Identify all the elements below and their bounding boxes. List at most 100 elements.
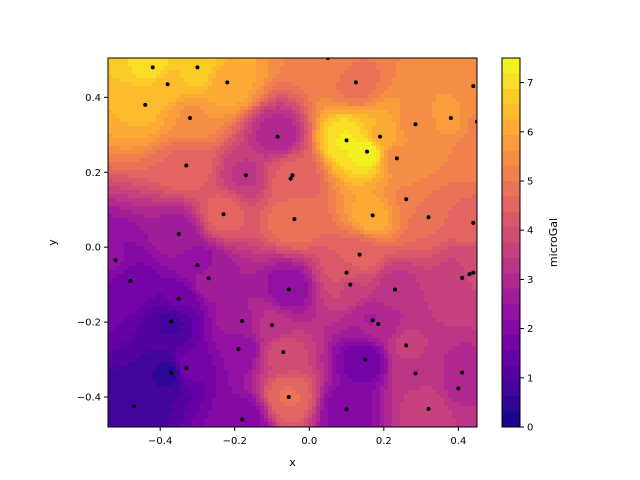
contour-cell	[464, 78, 469, 83]
contour-cell	[404, 210, 409, 215]
contour-cell	[288, 166, 293, 171]
contour-cell	[340, 138, 345, 143]
contour-cell	[308, 198, 313, 203]
contour-cell	[316, 266, 321, 271]
contour-cell	[340, 190, 345, 195]
contour-cell	[472, 66, 477, 71]
contour-cell	[200, 258, 205, 263]
contour-cell	[440, 246, 445, 251]
contour-cell	[124, 214, 129, 219]
contour-cell	[152, 174, 157, 179]
contour-cell	[172, 130, 177, 135]
contour-cell	[300, 210, 305, 215]
contour-cell	[220, 178, 225, 183]
contour-cell	[112, 150, 117, 155]
contour-cell	[156, 162, 161, 167]
contour-cell	[444, 70, 449, 75]
contour-cell	[168, 190, 173, 195]
contour-cell	[232, 258, 237, 263]
contour-cell	[212, 90, 217, 95]
contour-cell	[260, 138, 265, 143]
contour-cell	[196, 58, 201, 63]
contour-cell	[428, 190, 433, 195]
contour-cell	[196, 98, 201, 103]
contour-cell	[404, 98, 409, 103]
contour-cell	[208, 234, 213, 239]
contour-cell	[204, 118, 209, 123]
contour-cell	[300, 66, 305, 71]
contour-cell	[116, 138, 121, 143]
contour-cell	[236, 154, 241, 159]
contour-cell	[176, 70, 181, 75]
contour-cell	[292, 154, 297, 159]
contour-cell	[284, 146, 289, 151]
contour-cell	[248, 230, 253, 235]
contour-cell	[124, 106, 129, 111]
contour-cell	[232, 150, 237, 155]
contour-cell	[256, 254, 261, 259]
contour-cell	[420, 126, 425, 131]
contour-cell	[156, 74, 161, 79]
contour-cell	[324, 206, 329, 211]
contour-cell	[428, 218, 433, 223]
contour-cell	[144, 94, 149, 99]
contour-cell	[412, 158, 417, 163]
contour-cell	[356, 122, 361, 127]
contour-cell	[296, 118, 301, 123]
contour-cell	[120, 78, 125, 83]
contour-cell	[132, 258, 137, 263]
contour-cell	[316, 194, 321, 199]
contour-cell	[380, 102, 385, 107]
contour-cell	[292, 194, 297, 199]
contour-cell	[412, 134, 417, 139]
contour-cell	[452, 86, 457, 91]
contour-cell	[468, 86, 473, 91]
contour-cell	[164, 206, 169, 211]
contour-cell	[236, 214, 241, 219]
contour-cell	[404, 166, 409, 171]
contour-cell	[164, 66, 169, 71]
contour-cell	[144, 242, 149, 247]
contour-cell	[284, 270, 289, 275]
contour-cell	[460, 142, 465, 147]
contour-cell	[444, 178, 449, 183]
contour-cell	[236, 118, 241, 123]
contour-cell	[188, 226, 193, 231]
contour-cell	[388, 238, 393, 243]
contour-cell	[372, 250, 377, 255]
contour-cell	[464, 118, 469, 123]
contour-cell	[224, 234, 229, 239]
contour-cell	[120, 230, 125, 235]
contour-cell	[336, 226, 341, 231]
contour-cell	[372, 186, 377, 191]
contour-cell	[444, 106, 449, 111]
contour-cell	[324, 170, 329, 175]
contour-cell	[156, 58, 161, 63]
contour-cell	[244, 222, 249, 227]
contour-cell	[464, 126, 469, 131]
contour-cell	[108, 146, 113, 151]
contour-cell	[404, 86, 409, 91]
contour-cell	[220, 226, 225, 231]
contour-cell	[188, 234, 193, 239]
contour-cell	[328, 134, 333, 139]
contour-cell	[128, 70, 133, 75]
contour-cell	[324, 110, 329, 115]
contour-cell	[160, 258, 165, 263]
contour-cell	[140, 246, 145, 251]
contour-cell	[280, 138, 285, 143]
contour-cell	[180, 78, 185, 83]
contour-cell	[452, 242, 457, 247]
contour-cell	[356, 102, 361, 107]
contour-cell	[348, 118, 353, 123]
contour-cell	[292, 150, 297, 155]
contour-cell	[296, 222, 301, 227]
contour-cell	[404, 150, 409, 155]
contour-cell	[176, 122, 181, 127]
contour-cell	[108, 178, 113, 183]
contour-cell	[448, 174, 453, 179]
contour-cell	[276, 218, 281, 223]
contour-cell	[396, 226, 401, 231]
contour-cell	[324, 146, 329, 151]
contour-cell	[212, 130, 217, 135]
